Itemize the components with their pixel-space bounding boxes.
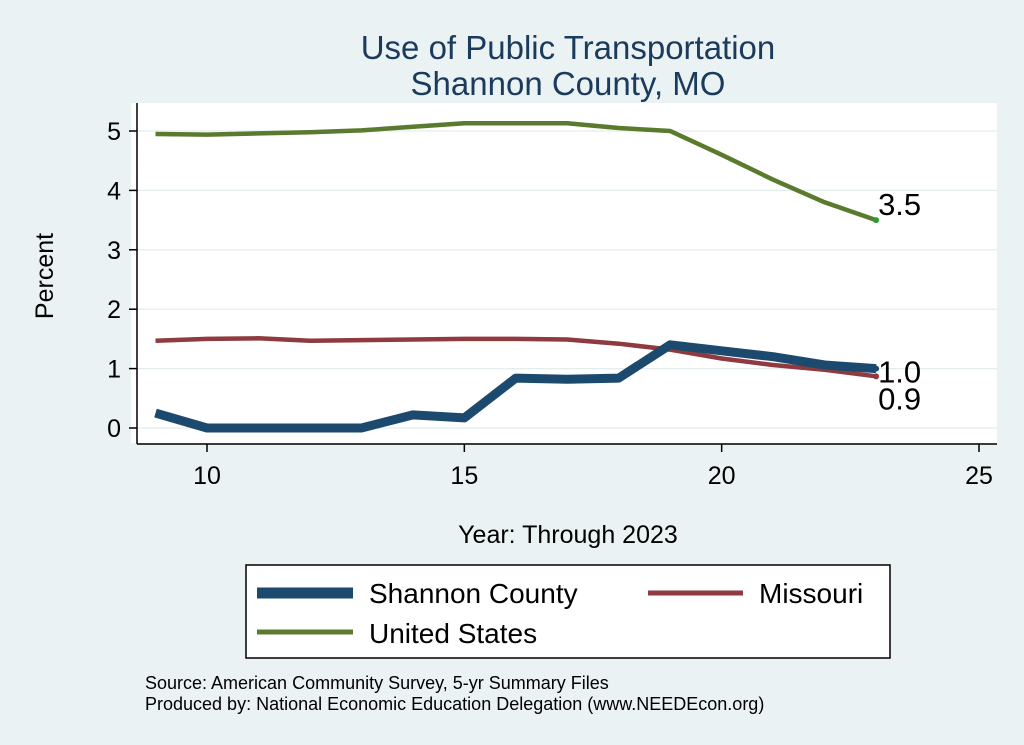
x-tick-label: 20 xyxy=(708,462,736,490)
end-point-shannon-county xyxy=(873,365,880,372)
legend-box xyxy=(245,564,891,659)
axes xyxy=(129,103,997,452)
x-tick-label: 25 xyxy=(965,462,993,490)
x-axis-label: Year: Through 2023 xyxy=(458,521,678,549)
end-label-united-states: 3.5 xyxy=(878,187,921,222)
x-tick-label: 10 xyxy=(193,462,221,490)
legend: Shannon County Missouri United States xyxy=(245,564,891,659)
series-line-united-states xyxy=(155,121,877,223)
x-tick-label: 15 xyxy=(450,462,478,490)
series-line-missouri xyxy=(155,336,877,379)
source-note: Source: American Community Survey, 5-yr … xyxy=(145,673,609,693)
y-tick-label: 3 xyxy=(107,237,121,265)
series-lines xyxy=(154,121,880,433)
chart-title: Use of Public Transportation xyxy=(361,29,776,66)
end-label-shannon-county: 1.0 xyxy=(878,355,921,390)
end-point-missouri xyxy=(873,373,880,380)
legend-label-shannon-county: Shannon County xyxy=(369,578,578,609)
plot-area xyxy=(131,103,997,443)
legend-label-united-states: United States xyxy=(369,618,537,649)
end-point-united-states xyxy=(873,217,880,224)
y-axis-ticks: 0 1 2 3 4 5 xyxy=(107,118,121,443)
legend-label-missouri: Missouri xyxy=(759,578,863,609)
producer-note: Produced by: National Economic Education… xyxy=(145,694,764,714)
end-labels: 3.5 0.91.0 xyxy=(878,187,921,416)
y-tick-label: 2 xyxy=(107,296,121,324)
end-label-missouri: 0.9 xyxy=(878,381,921,416)
y-tick-label: 5 xyxy=(107,118,121,146)
series-line-shannon-county xyxy=(154,340,877,433)
y-axis-label: Percent xyxy=(31,233,59,319)
y-tick-label: 0 xyxy=(107,415,121,443)
y-tick-label: 1 xyxy=(107,356,121,384)
y-tick-label: 4 xyxy=(107,177,121,205)
x-axis-ticks: 10 15 20 25 xyxy=(193,462,993,490)
chart-subtitle: Shannon County, MO xyxy=(411,65,726,102)
